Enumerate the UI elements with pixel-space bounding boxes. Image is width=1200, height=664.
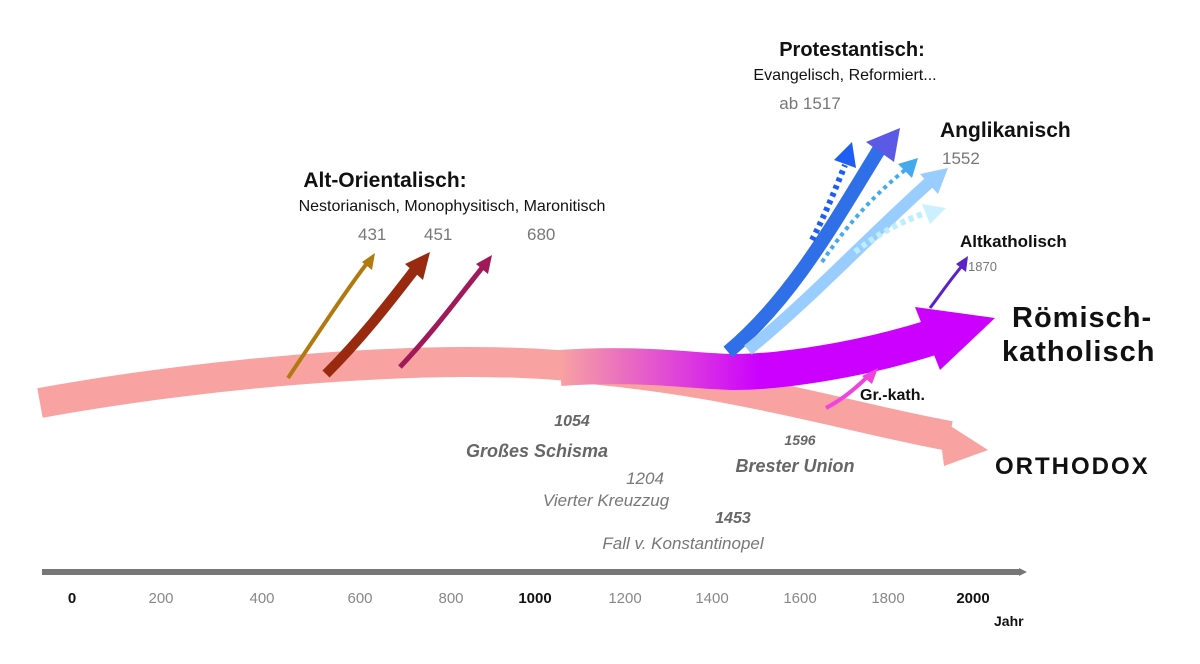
oriental-title: Alt-Orientalisch:: [303, 169, 467, 192]
greek-catholic-stream: [825, 376, 868, 410]
nestorian-stream: [286, 260, 370, 380]
axis-tick-800: 800: [438, 590, 464, 607]
event-name-1596: Brester Union: [735, 456, 855, 476]
axis-tick-1400: 1400: [695, 590, 729, 607]
maronite-stream: [398, 266, 484, 369]
axis-tick-600: 600: [347, 590, 373, 607]
axis-tick-1000: 1000: [518, 590, 552, 607]
oriental-date-451: 451: [424, 225, 453, 244]
roman-catholic-stream: [558, 320, 936, 391]
anglican-stream-dotted-2: [853, 209, 929, 255]
anglican-title: Anglikanisch: [940, 119, 1071, 142]
event-name-1453: Fall v. Konstantinopel: [602, 534, 764, 553]
greek-catholic-label: Gr.-kath.: [860, 387, 925, 404]
old-catholic-stream: [928, 265, 964, 309]
anglican-stream-dotted-1: [820, 168, 907, 264]
axis-tick-1200: 1200: [608, 590, 642, 607]
event-name-1054: Großes Schisma: [465, 441, 609, 461]
maronite-arrowhead: [476, 255, 492, 274]
roman-catholic-label-line2: katholisch: [1002, 336, 1156, 368]
roman-catholic-arrowhead: [915, 307, 995, 370]
axis-tick-1800: 1800: [871, 590, 905, 607]
old-catholic-arrowhead: [956, 256, 968, 272]
event-year-1596: 1596: [784, 432, 816, 448]
protestant-arrowhead-dotted: [834, 142, 856, 168]
oriental-date-680: 680: [527, 225, 556, 244]
roman-catholic-label-line1: Römisch-: [1012, 302, 1153, 334]
greek-catholic-arrowhead: [862, 368, 878, 384]
old-catholic-date: 1870: [968, 259, 997, 274]
oriental-subtitle: Nestorianisch, Monophysitisch, Maronitis…: [298, 198, 606, 215]
axis-tick-0: 0: [67, 590, 77, 607]
event-year-1054: 1054: [554, 413, 590, 430]
axis-tick-1600: 1600: [783, 590, 817, 607]
event-year-1453: 1453: [715, 510, 751, 527]
monophysite-arrowhead: [405, 252, 430, 280]
protestant-title: Protestantisch:: [779, 39, 925, 61]
orthodox-label: ORTHODOX: [995, 453, 1150, 480]
anglican-arrowhead-main: [920, 168, 948, 194]
anglican-stream-main: [744, 175, 936, 355]
protestant-arrowhead-main: [866, 128, 900, 162]
nestorian-arrowhead: [362, 253, 375, 270]
anglican-arrowhead-dotted-2: [922, 204, 946, 224]
axis-tick-2000: 2000: [956, 590, 990, 607]
axis-tick-200: 200: [148, 590, 174, 607]
anglican-arrowhead-dotted-1: [898, 158, 918, 178]
old-catholic-title: Altkatholisch: [960, 232, 1067, 251]
protestant-subtitle: Evangelisch, Reformiert...: [753, 67, 937, 84]
anglican-date: 1552: [942, 149, 980, 168]
event-name-1204: Vierter Kreuzzug: [542, 491, 670, 510]
monophysite-stream: [322, 264, 420, 378]
oriental-date-431: 431: [358, 225, 387, 244]
protestant-stream-main: [723, 144, 886, 358]
axis-tick-400: 400: [249, 590, 275, 607]
protestant-stream-dotted: [809, 163, 848, 242]
axis-unit-label: Jahr: [994, 613, 1024, 629]
protestant-date: ab 1517: [779, 94, 841, 113]
event-year-1204: 1204: [626, 469, 664, 488]
orthodox-arrowhead: [938, 418, 988, 466]
